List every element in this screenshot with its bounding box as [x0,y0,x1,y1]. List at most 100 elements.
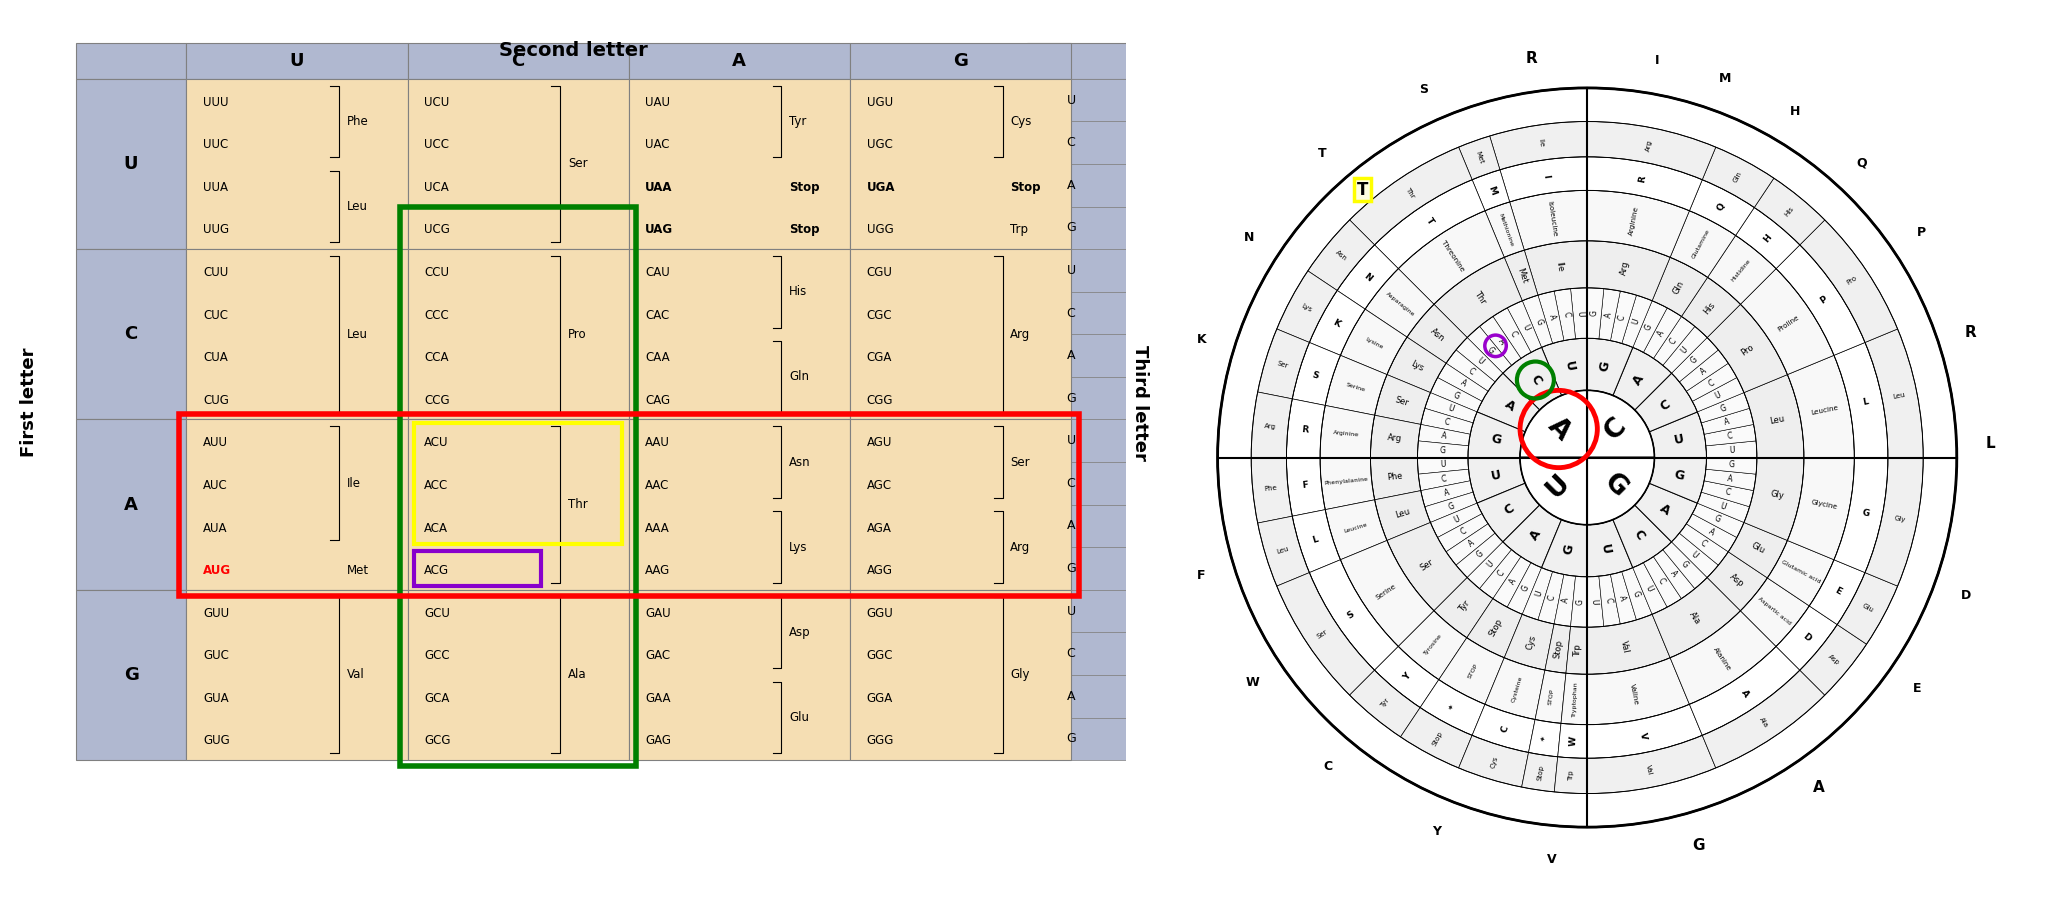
Text: G: G [1485,345,1495,356]
Text: U: U [1485,560,1495,570]
Wedge shape [1587,658,1690,725]
Wedge shape [1587,390,1655,458]
Text: Phe: Phe [1386,471,1403,482]
Wedge shape [1458,136,1499,179]
Text: STOP: STOP [1466,662,1479,680]
Wedge shape [1434,577,1493,638]
Text: GCA: GCA [424,692,449,705]
Text: His: His [788,285,807,298]
Text: V: V [1638,732,1649,740]
Bar [629,249,850,419]
Text: C: C [1726,431,1733,441]
Text: G: G [1862,507,1870,518]
Text: GGA: GGA [866,692,893,705]
Text: Phenylalanine: Phenylalanine [1325,477,1368,486]
Wedge shape [1309,560,1399,670]
Wedge shape [1520,390,1587,458]
Wedge shape [1499,157,1587,202]
Wedge shape [1503,347,1561,410]
Text: L: L [1311,535,1319,545]
Text: U: U [1679,345,1690,355]
Text: UGA: UGA [866,181,895,194]
Text: Glutamine: Glutamine [1692,228,1712,260]
Text: Leu: Leu [1892,391,1907,400]
Wedge shape [1399,611,1466,680]
Text: Q: Q [1858,156,1868,169]
Text: A: A [1542,412,1575,446]
Bar [186,419,408,590]
Text: Leucine: Leucine [1343,522,1368,534]
Bar [408,249,629,419]
Text: C: C [1546,594,1556,602]
Text: G: G [1597,360,1612,372]
Text: U: U [1452,514,1460,525]
Wedge shape [1468,458,1526,503]
Text: G: G [1067,562,1075,575]
Wedge shape [1386,523,1466,611]
Text: C: C [1604,597,1614,603]
Text: Stop: Stop [1487,617,1505,639]
Bar [629,419,850,590]
Text: U: U [1542,469,1575,503]
Wedge shape [1692,503,1745,537]
Text: C: C [1507,329,1518,338]
Text: G: G [1452,390,1460,401]
Text: CUG: CUG [203,394,229,407]
Wedge shape [1649,412,1706,458]
Text: U: U [1067,93,1075,107]
Text: D: D [1960,589,1972,602]
Text: C: C [1466,366,1477,377]
Wedge shape [1632,563,1667,614]
Text: N: N [1243,231,1253,245]
Wedge shape [1587,520,1632,577]
Wedge shape [1741,269,1835,374]
Bar [850,419,1071,590]
Text: UUU: UUU [203,96,229,109]
Text: Arg: Arg [1264,423,1276,429]
Text: E: E [1913,682,1921,695]
Wedge shape [1505,250,1538,301]
Wedge shape [1571,576,1587,627]
Text: Leucine: Leucine [1810,405,1839,416]
Text: Thr: Thr [1405,187,1415,199]
Wedge shape [1642,556,1681,607]
Wedge shape [1808,560,1866,624]
Text: UUA: UUA [203,181,227,194]
Text: G: G [1520,583,1530,593]
Text: R: R [1638,175,1649,183]
Wedge shape [1374,179,1485,269]
Wedge shape [1466,542,1511,589]
Text: I: I [1655,54,1659,67]
Text: AGU: AGU [866,437,891,449]
Text: A: A [1724,418,1731,428]
Text: CUC: CUC [203,309,227,322]
Wedge shape [1251,458,1292,523]
Bar [408,79,629,249]
Text: U: U [1690,549,1700,560]
Text: UAA: UAA [645,181,674,194]
Text: G: G [1534,317,1544,326]
Text: Glycine: Glycine [1810,499,1839,510]
Wedge shape [1350,147,1473,245]
Text: G: G [1575,599,1585,605]
Wedge shape [1251,392,1292,458]
Text: Glu: Glu [1749,541,1765,556]
Text: C: C [1323,760,1333,773]
Text: Trp: Trp [1569,770,1575,781]
Text: First letter: First letter [20,348,39,458]
Bar [414,552,541,585]
Bar [1026,462,1137,505]
Wedge shape [1708,236,1776,304]
Text: A: A [1528,527,1544,543]
Text: G: G [1067,732,1075,746]
Bar [629,590,850,760]
Text: CAC: CAC [645,309,670,322]
Bar [408,419,629,590]
Wedge shape [1610,291,1636,343]
Bar [1026,590,1137,632]
Bar [1026,207,1137,249]
Wedge shape [1321,458,1374,510]
Text: G: G [1718,404,1729,414]
Text: CAA: CAA [645,352,670,364]
Text: R: R [1526,51,1536,66]
